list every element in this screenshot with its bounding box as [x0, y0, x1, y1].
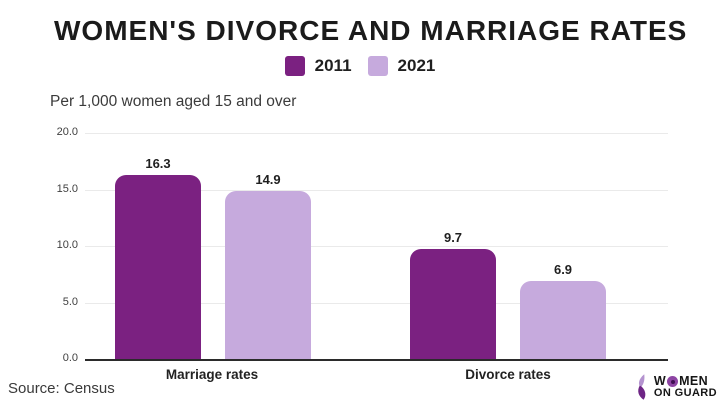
page-title: WOMEN'S DIVORCE AND MARRIAGE RATES	[54, 15, 688, 46]
legend-label-2011: 2011	[314, 56, 352, 75]
x-axis-label-marriage: Marriage rates	[165, 367, 259, 382]
brand-logo-line1: W MEN	[653, 373, 717, 388]
bar-2021-divorce: 6.9	[520, 262, 606, 359]
y-axis-tick-label: 15.0	[56, 182, 78, 195]
legend-label-2021: 2021	[397, 56, 436, 75]
bar-value-label: 9.7	[443, 230, 463, 246]
legend: 2011 2021	[0, 56, 720, 76]
legend-swatch-2021-icon	[367, 56, 388, 76]
chart-area: 16.3 14.9 9.7 6.9 20.0 15.0 10.0 5.0 0.0	[0, 126, 720, 364]
brand-logo-icon	[638, 374, 646, 400]
brand-logo-text: W MEN ON GUARD	[653, 373, 717, 400]
brand-logo-line1-pre: W	[653, 373, 667, 388]
x-axis-label-divorce: Divorce rates	[465, 367, 551, 382]
bar-value-label: 6.9	[553, 262, 573, 278]
bar-2011-marriage: 16.3	[115, 156, 201, 359]
y-axis-tick-label: 0.0	[62, 352, 78, 364]
source-note: Source: Census	[8, 380, 115, 397]
bar-value-label: 16.3	[145, 155, 171, 171]
female-symbol-icon	[667, 376, 679, 388]
gridline	[85, 246, 668, 247]
x-axis-labels: Marriage rates Divorce rates	[85, 367, 668, 385]
bar-value-label: 14.9	[255, 171, 281, 187]
legend-item-2021: 2021	[367, 56, 436, 76]
brand-logo-line2: ON GUARD	[653, 386, 717, 399]
gridline	[85, 302, 668, 304]
bar-2011-divorce: 9.7	[410, 230, 496, 359]
y-axis-tick-label: 20.0	[56, 126, 78, 138]
legend-item-2011: 2011	[284, 56, 352, 76]
bar-2021-marriage: 14.9	[225, 172, 311, 359]
brand-logo-line1-post: MEN	[679, 373, 709, 388]
gridline	[85, 133, 668, 134]
y-axis-tick-label: 5.0	[62, 295, 78, 308]
legend-swatch-2011-icon	[284, 56, 305, 76]
y-axis-tick-label: 10.0	[56, 239, 78, 251]
brand-logo: W MEN ON GUARD	[636, 373, 717, 401]
plot-area: 16.3 14.9 9.7 6.9	[85, 133, 668, 361]
gridline	[85, 189, 668, 191]
chart-subtitle: Per 1,000 women aged 15 and over	[50, 93, 297, 110]
